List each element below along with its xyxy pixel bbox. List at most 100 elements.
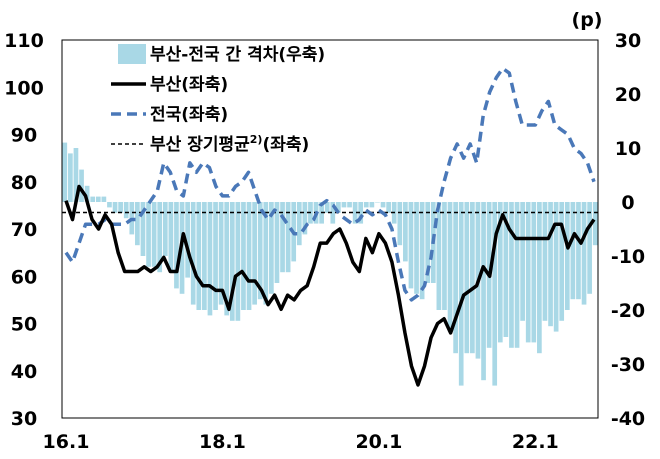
legend-label: 전국(좌축) [150,105,228,125]
gap-bar [213,202,218,310]
left-tick-label: 90 [11,125,37,147]
national-line [64,66,596,302]
x-tick-label: 22.1 [512,431,559,453]
gap-bar [492,202,498,386]
right-axis: -40 -30 -20 -10 0 10 20 30 [611,30,645,430]
busan-line [64,184,596,387]
legend-label: 부산(좌축) [150,75,228,95]
gap-bar [112,202,118,213]
gap-bar [274,202,280,283]
gap-bar [481,202,486,381]
gap-bar [509,202,514,348]
gap-bar [358,202,364,224]
gap-bar [363,202,369,208]
gap-bar [497,202,503,343]
gap-bar [296,202,302,246]
gap-bar [531,202,537,343]
gap-bar [380,202,386,208]
left-tick-label: 40 [11,361,37,383]
gap-bar [503,202,509,337]
gap-bar [185,202,190,278]
gap-bar [162,202,168,256]
gap-bar [514,202,520,348]
legend-label-text: 전국(좌축) [150,105,228,125]
gap-bar [403,202,408,262]
gap-bars [62,142,598,386]
gap-bar [414,202,419,294]
right-tick-label: -10 [611,246,645,268]
right-tick-label: -20 [611,300,645,322]
left-tick-label: 50 [11,314,37,336]
gap-bar [336,202,341,213]
legend: 부산-전국 간 격차(우축) 부산(좌축) 전국(좌축) 부산 장기평균2)(좌축) [111,44,325,155]
legend-label-text: 부산(좌축) [150,75,228,95]
gap-bar [62,142,68,202]
legend-swatch-bar [118,44,146,64]
gap-bar [464,202,470,354]
right-tick-label: 20 [615,84,641,106]
gap-bar [587,202,592,294]
gap-bar [135,202,140,246]
gap-bar [269,202,274,294]
left-tick-label: 60 [11,266,37,288]
right-tick-label: 30 [615,30,641,52]
gap-bar [68,153,73,202]
gap-bar [408,202,414,289]
gap-bar [84,185,90,202]
gap-bar [168,202,174,273]
gap-bar [207,202,213,316]
gap-bar [151,202,157,267]
left-tick-label: 110 [4,30,44,52]
gap-bar [352,202,358,224]
x-axis: 16.1 18.1 20.1 22.1 [43,431,559,453]
gap-bar [107,202,112,208]
gap-bar [458,202,464,386]
gap-bar [341,202,347,208]
legend-label-text: 부산-전국 간 격차(우축) [150,45,325,65]
legend-label-text: 부산 장기평균 [150,135,250,155]
gap-bar [90,196,96,202]
left-tick-label: 70 [11,219,37,241]
gap-bar [257,202,263,300]
gap-bar [190,202,196,305]
legend-superscript: 2) [250,133,263,146]
gap-bar [330,202,336,224]
gap-bar [442,202,447,310]
gap-bar [146,202,151,267]
gap-bar [174,202,179,289]
left-axis: 30 40 50 60 70 80 90 100 110 [4,30,44,430]
gap-bar [235,202,241,321]
gap-bar [73,148,79,202]
gap-bar [118,202,123,213]
gap-bar [548,202,553,327]
gap-bar [542,202,548,321]
gap-bar [570,202,576,300]
gap-bar [157,202,163,273]
gap-bar [553,202,559,332]
gap-bar [302,202,308,235]
national-series-line [64,66,596,302]
gap-bar [218,202,224,305]
gap-bar [79,169,84,202]
x-tick-label: 16.1 [43,431,90,453]
gap-bar [375,202,380,203]
x-tick-label: 20.1 [355,431,402,453]
gap-bar [347,202,352,208]
gap-bar [520,202,525,321]
gap-bar [263,202,269,305]
gap-bar [592,202,598,246]
right-tick-label: -30 [611,354,645,376]
legend-label-suffix: (좌축) [262,135,309,155]
right-tick-label: 10 [615,138,641,160]
unit-label: (p) [572,9,603,31]
gap-bar [386,202,391,213]
gap-bar [246,202,252,310]
gap-bar [470,202,475,354]
plot-frame [61,39,599,419]
gap-bar [425,202,431,283]
gap-bar [123,202,129,219]
gap-bar [537,202,542,354]
gap-bar [196,202,202,310]
gap-bar [95,196,101,202]
